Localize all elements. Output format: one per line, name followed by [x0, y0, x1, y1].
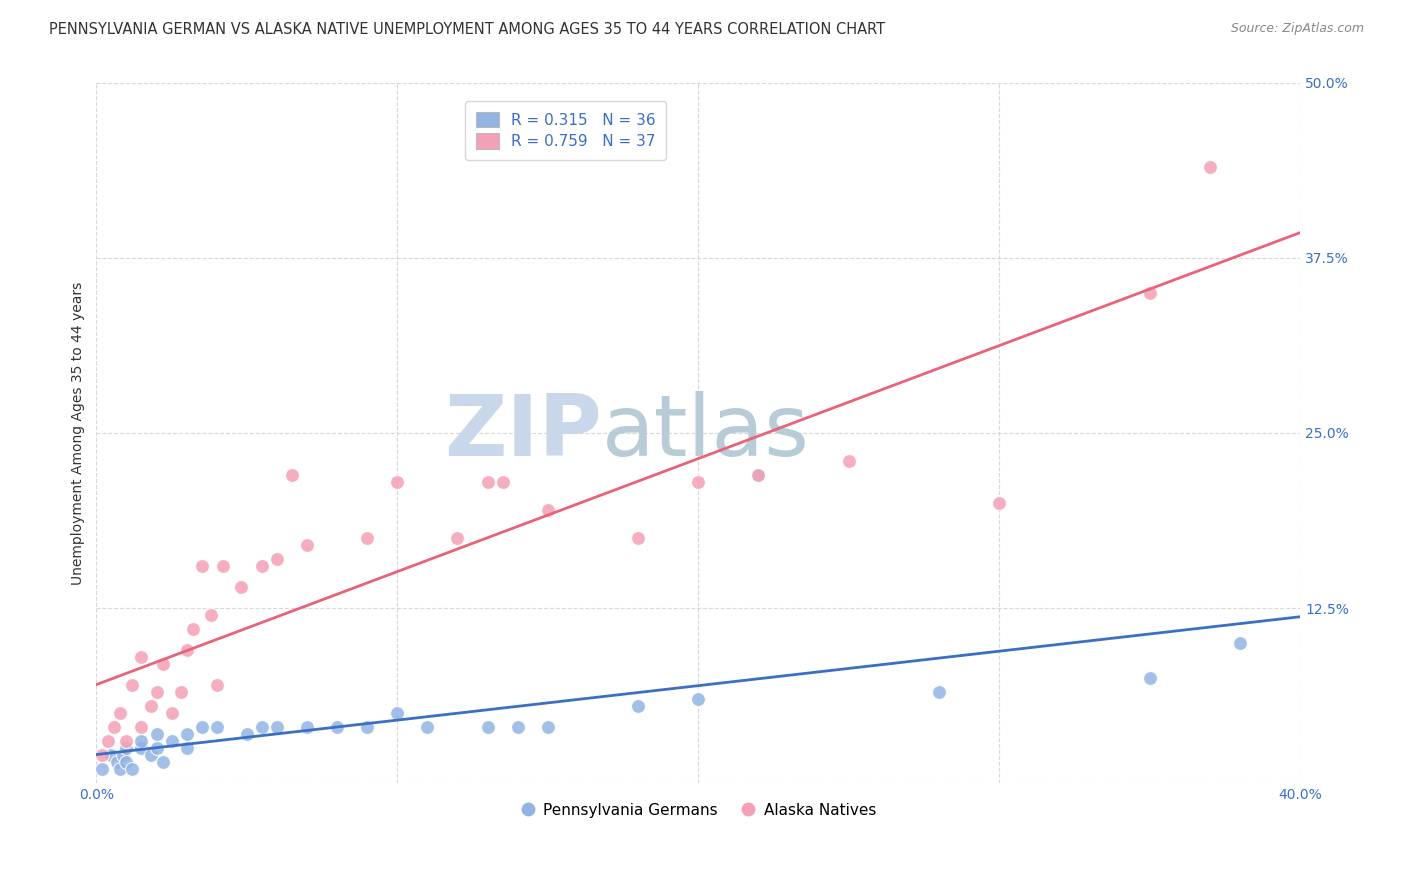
Point: [326, 720, 349, 734]
Point: [139, 747, 162, 762]
Point: [115, 734, 138, 748]
Point: [100, 747, 122, 762]
Point: [121, 678, 143, 692]
Point: [1139, 285, 1161, 300]
Point: [928, 685, 950, 699]
Point: [115, 741, 138, 756]
Point: [200, 607, 222, 622]
Point: [491, 475, 513, 489]
Point: [688, 692, 710, 706]
Point: [152, 657, 174, 671]
Point: [838, 454, 860, 468]
Point: [747, 468, 769, 483]
Point: [266, 552, 288, 566]
Point: [131, 650, 153, 665]
Point: [110, 706, 132, 720]
Point: [988, 496, 1011, 510]
Point: [145, 727, 167, 741]
Point: [747, 468, 769, 483]
Point: [229, 580, 252, 594]
Point: [131, 720, 153, 734]
Point: [387, 706, 409, 720]
Text: ZIP: ZIP: [444, 392, 602, 475]
Point: [160, 706, 183, 720]
Point: [160, 734, 183, 748]
Point: [1139, 671, 1161, 685]
Point: [266, 720, 288, 734]
Point: [205, 678, 228, 692]
Text: PENNSYLVANIA GERMAN VS ALASKA NATIVE UNEMPLOYMENT AMONG AGES 35 TO 44 YEARS CORR: PENNSYLVANIA GERMAN VS ALASKA NATIVE UNE…: [49, 22, 886, 37]
Point: [250, 720, 273, 734]
Point: [537, 720, 560, 734]
Point: [250, 559, 273, 574]
Point: [91, 747, 114, 762]
Point: [145, 685, 167, 699]
Point: [1229, 636, 1251, 650]
Point: [387, 475, 409, 489]
Point: [356, 720, 378, 734]
Point: [627, 531, 650, 545]
Point: [537, 503, 560, 517]
Point: [176, 741, 198, 756]
Point: [110, 762, 132, 776]
Point: [97, 734, 120, 748]
Point: [295, 720, 318, 734]
Text: atlas: atlas: [602, 392, 810, 475]
Point: [107, 755, 129, 769]
Point: [1198, 160, 1220, 174]
Point: [281, 468, 304, 483]
Point: [91, 762, 114, 776]
Point: [236, 727, 259, 741]
Point: [121, 762, 143, 776]
Point: [416, 720, 439, 734]
Point: [477, 475, 499, 489]
Point: [181, 622, 204, 636]
Point: [356, 531, 378, 545]
Point: [169, 685, 191, 699]
Point: [205, 720, 228, 734]
Point: [103, 720, 125, 734]
Legend: Pennsylvania Germans, Alaska Natives: Pennsylvania Germans, Alaska Natives: [515, 797, 882, 824]
Point: [295, 538, 318, 552]
Point: [688, 475, 710, 489]
Point: [139, 699, 162, 714]
Point: [145, 741, 167, 756]
Point: [131, 741, 153, 756]
Point: [190, 559, 212, 574]
Point: [176, 727, 198, 741]
Point: [131, 734, 153, 748]
Point: [477, 720, 499, 734]
Point: [176, 643, 198, 657]
Point: [506, 720, 529, 734]
Y-axis label: Unemployment Among Ages 35 to 44 years: Unemployment Among Ages 35 to 44 years: [72, 281, 86, 584]
Point: [190, 720, 212, 734]
Text: Source: ZipAtlas.com: Source: ZipAtlas.com: [1230, 22, 1364, 36]
Point: [115, 755, 138, 769]
Point: [152, 755, 174, 769]
Point: [446, 531, 468, 545]
Point: [627, 699, 650, 714]
Point: [211, 559, 233, 574]
Point: [112, 747, 135, 762]
